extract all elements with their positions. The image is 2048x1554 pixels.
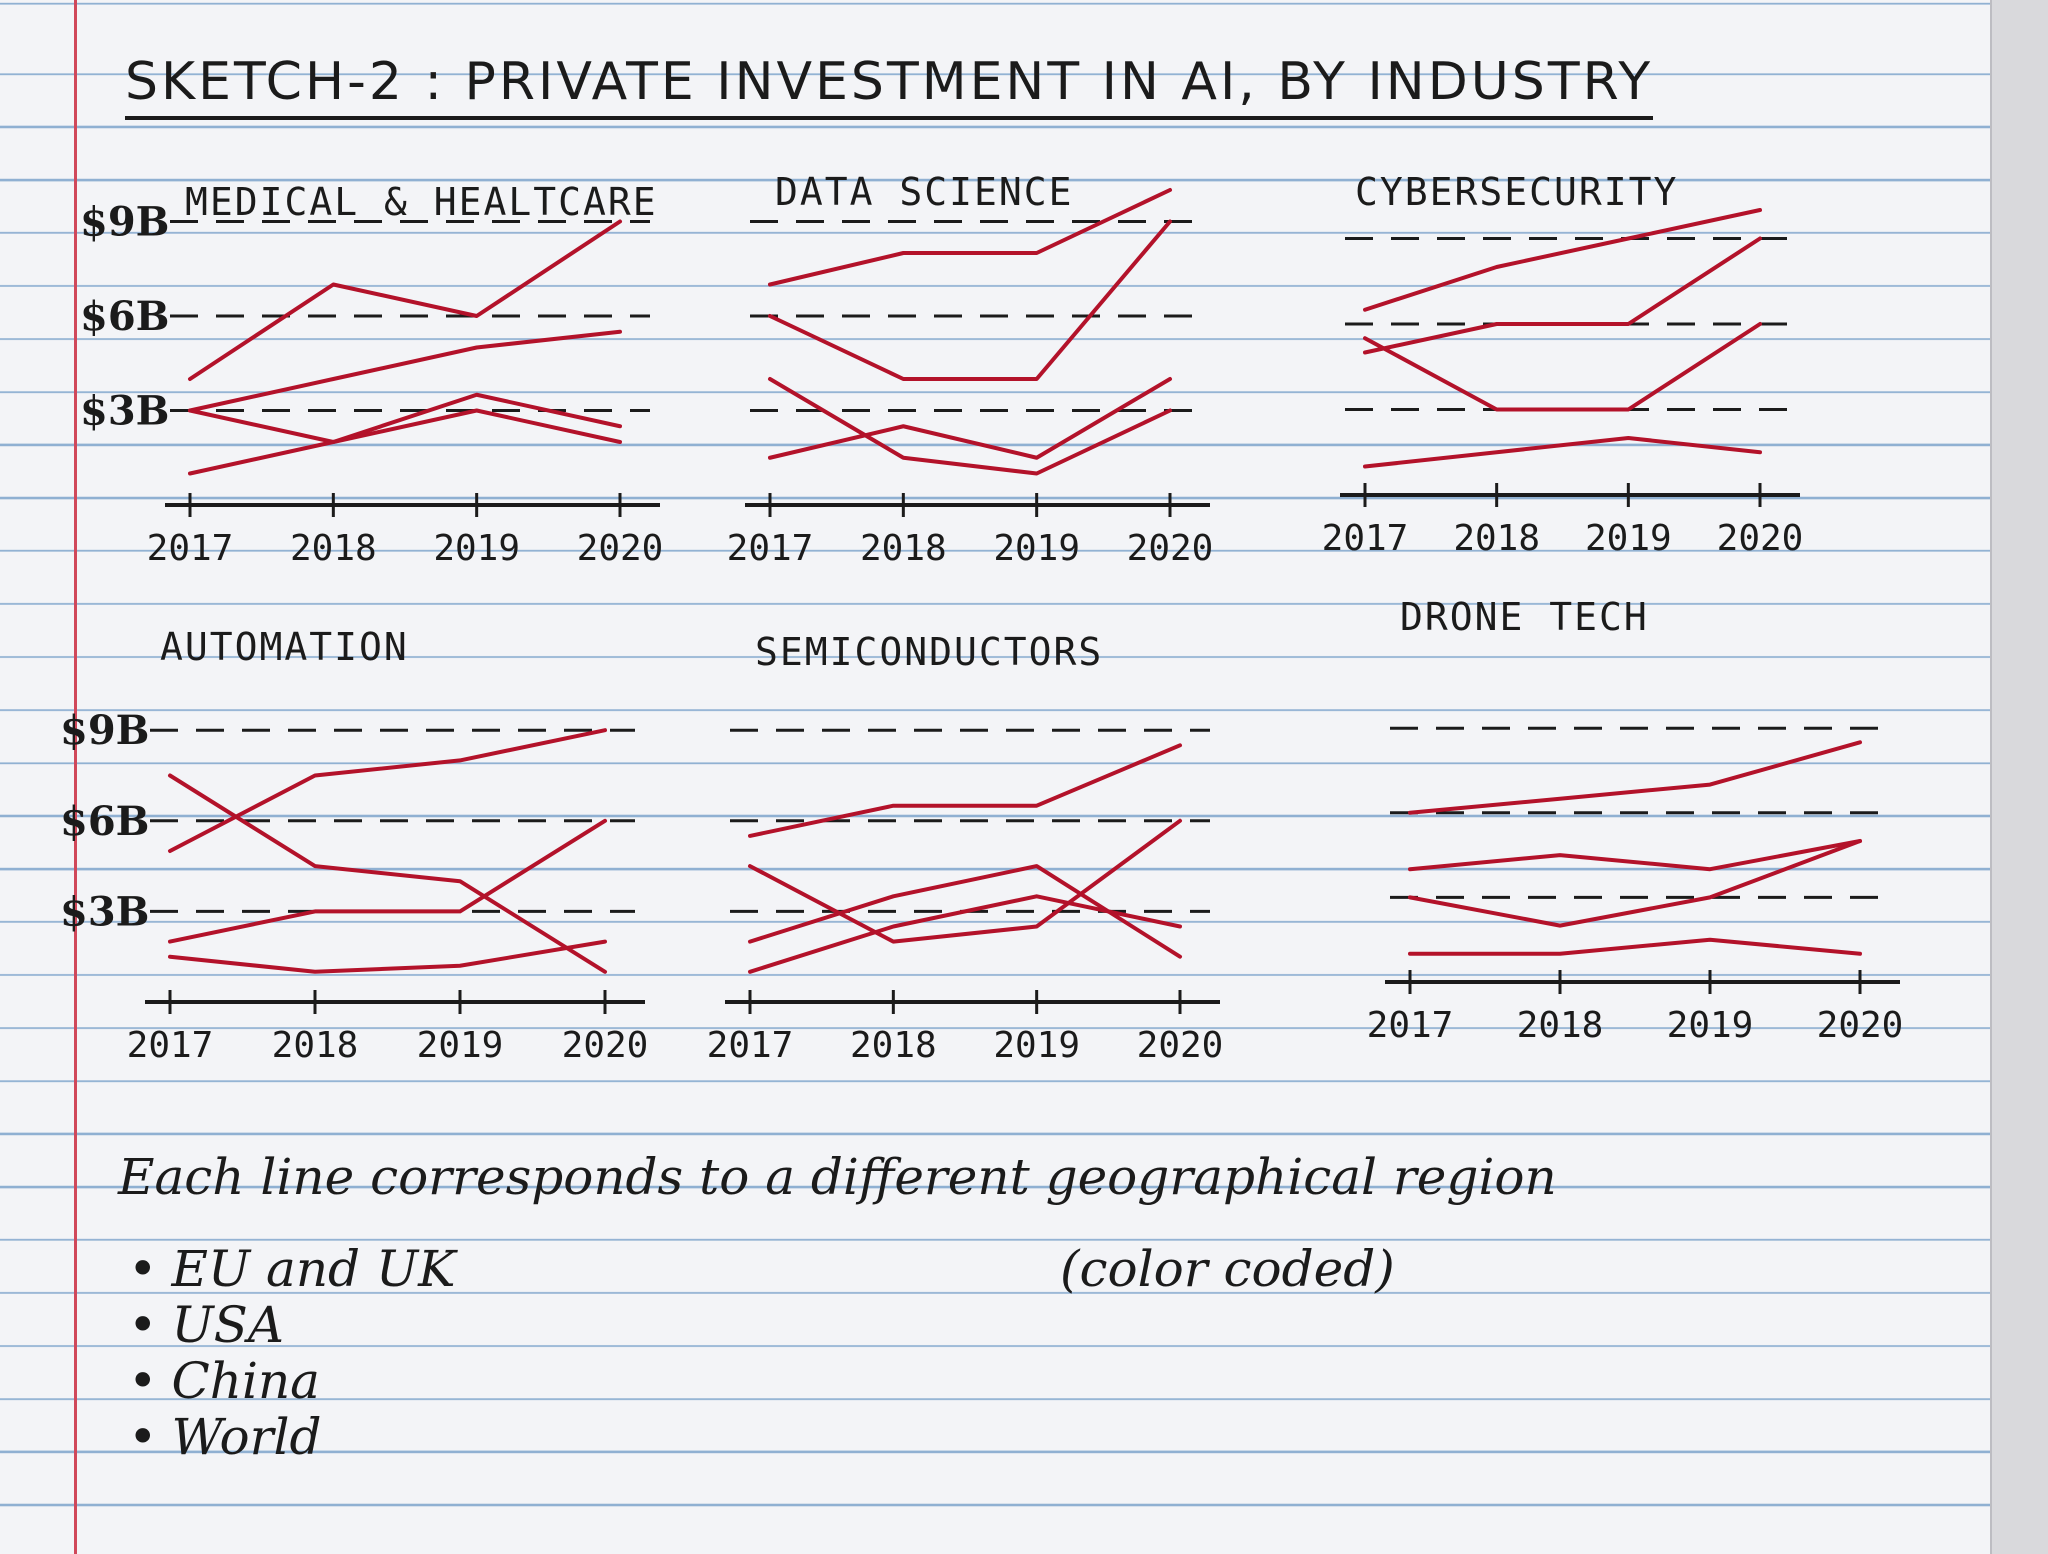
x-tick-label: 2018 (1453, 518, 1540, 559)
margin-line (74, 0, 77, 1554)
series-line-4 (188, 408, 622, 444)
x-tick-label: 2019 (433, 528, 520, 569)
x-tick-label: 2017 (707, 1025, 794, 1066)
series-line-1 (168, 728, 607, 853)
legend-item-world: • World (128, 1408, 455, 1466)
x-tick-label: 2019 (417, 1025, 504, 1066)
series-line-4 (1363, 436, 1762, 469)
series-line-4 (1408, 937, 1862, 956)
x-tick-label: 2020 (577, 528, 664, 569)
x-tick-label: 2018 (1517, 1005, 1604, 1046)
x-tick-label: 2018 (860, 528, 947, 569)
series-line-1 (1363, 208, 1762, 312)
series-line-2 (168, 773, 607, 974)
legend-label: World (171, 1408, 322, 1466)
series-line-2 (1363, 236, 1762, 355)
bullet-icon: • (128, 1408, 158, 1466)
series-line-3 (1363, 322, 1762, 412)
x-tick-label: 2017 (147, 528, 234, 569)
bullet-icon: • (128, 1352, 158, 1410)
series-line-4 (768, 377, 1172, 460)
footnote-subtext: (color coded) (1060, 1240, 1395, 1298)
x-tick-label: 2019 (1585, 518, 1672, 559)
x-tick-label: 2020 (1127, 528, 1214, 569)
x-tick-label: 2020 (1137, 1025, 1224, 1066)
x-tick-label: 2019 (1667, 1005, 1754, 1046)
series-line-2 (1408, 839, 1862, 872)
x-tick-label: 2017 (127, 1025, 214, 1066)
panel-title: DRONE TECH (1400, 595, 1649, 639)
x-tick-label: 2017 (1322, 518, 1409, 559)
series-line-1 (768, 188, 1172, 287)
y-tick-label: $3B (60, 888, 149, 935)
region-legend: • EU and UK • USA • China • World (128, 1240, 456, 1466)
y-tick-label: $9B (80, 199, 169, 246)
x-tick-label: 2017 (727, 528, 814, 569)
page-edge (1990, 0, 2048, 1554)
x-tick-label: 2018 (272, 1025, 359, 1066)
legend-label: China (171, 1352, 320, 1410)
series-line-1 (748, 743, 1182, 838)
legend-label: USA (171, 1296, 285, 1354)
panel-title: CYBERSECURITY (1355, 170, 1678, 214)
y-tick-label: $9B (60, 707, 149, 754)
footnote-text: Each line corresponds to a different geo… (118, 1148, 1557, 1206)
legend-item-china: • China (128, 1352, 455, 1410)
y-tick-label: $3B (80, 388, 169, 435)
x-tick-label: 2018 (290, 528, 377, 569)
series-line-3 (168, 818, 607, 944)
panel-title: DATA SCIENCE (775, 170, 1074, 214)
y-tick-label: $6B (60, 798, 149, 845)
series-line-2 (188, 329, 622, 413)
bullet-icon: • (128, 1296, 158, 1354)
legend-item-eu-uk: • EU and UK (128, 1240, 456, 1298)
series-line-4 (748, 894, 1182, 974)
panel-title: MEDICAL & HEALTCARE (185, 180, 658, 224)
series-line-2 (768, 219, 1172, 381)
y-tick-label: $6B (80, 293, 169, 340)
x-tick-label: 2020 (1717, 518, 1804, 559)
panel-title: SEMICONDUCTORS (755, 630, 1103, 674)
series-line-4 (168, 939, 607, 974)
series-line-3 (1408, 839, 1862, 928)
x-tick-label: 2020 (562, 1025, 649, 1066)
x-tick-label: 2019 (993, 1025, 1080, 1066)
series-line-3 (768, 377, 1172, 476)
x-tick-label: 2017 (1367, 1005, 1454, 1046)
series-line-1 (1408, 740, 1862, 815)
legend-label: EU and UK (171, 1240, 456, 1298)
series-line-3 (188, 392, 622, 476)
panel-title: AUTOMATION (160, 625, 409, 669)
bullet-icon: • (128, 1240, 158, 1298)
x-tick-label: 2019 (993, 528, 1080, 569)
legend-item-usa: • USA (128, 1296, 455, 1354)
sketch-title: SKETCH-2 : PRIVATE INVESTMENT IN AI, BY … (125, 52, 1654, 120)
series-line-2 (748, 818, 1182, 944)
x-tick-label: 2020 (1817, 1005, 1904, 1046)
series-line-1 (188, 219, 622, 381)
x-tick-label: 2018 (850, 1025, 937, 1066)
